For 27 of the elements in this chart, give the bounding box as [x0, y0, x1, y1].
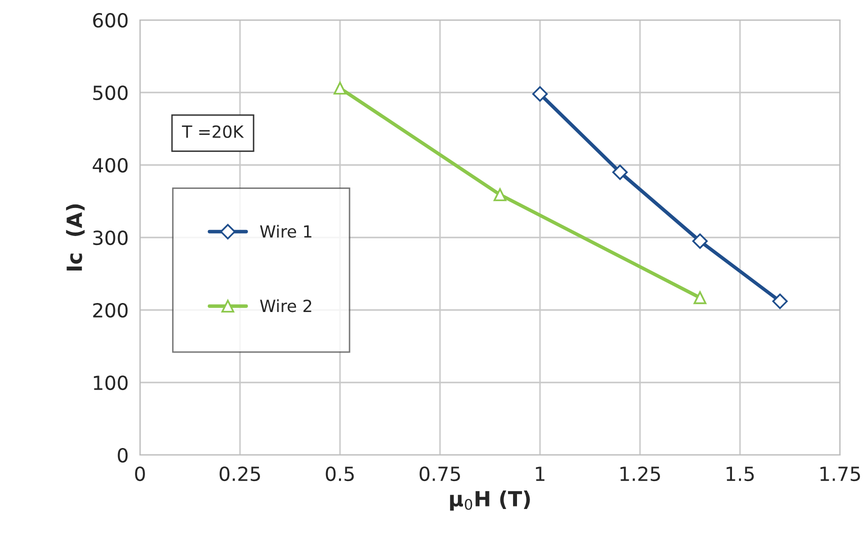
- y-tick-label: 0: [118, 448, 128, 463]
- x-tick-label: 1.25: [620, 466, 660, 482]
- point: [692, 233, 708, 249]
- point: [694, 291, 706, 304]
- y-tick-label: 400: [92, 158, 128, 173]
- x-tick-label: 0: [135, 466, 145, 482]
- y-tick-label: 600: [93, 12, 128, 28]
- x-tick-label: 0.25: [220, 466, 260, 482]
- point: [494, 188, 506, 202]
- point: [772, 294, 788, 310]
- x-tick-label: 1: [536, 466, 544, 481]
- annotation: T =20K: [182, 125, 244, 138]
- point: [532, 86, 548, 102]
- legend-label: Wire 2: [260, 299, 312, 312]
- y-tick-label: 300: [93, 230, 128, 246]
- y-axis-title: Ic (A): [66, 204, 85, 270]
- y-tick-label: 200: [93, 302, 128, 318]
- x-tick-label: 0.5: [326, 466, 354, 482]
- y-tick-label: 500: [93, 85, 128, 100]
- y-tick-label: 100: [94, 375, 128, 390]
- legend-label: Wire 1: [260, 224, 312, 238]
- x-tick-label: 0.75: [420, 466, 460, 482]
- x-tick-label: 1.5: [726, 466, 754, 482]
- point: [612, 164, 628, 180]
- x-axis-title: μ$_{0}$H (T): [450, 490, 530, 511]
- point: [334, 82, 346, 95]
- x-tick-label: 1.75: [820, 466, 860, 482]
